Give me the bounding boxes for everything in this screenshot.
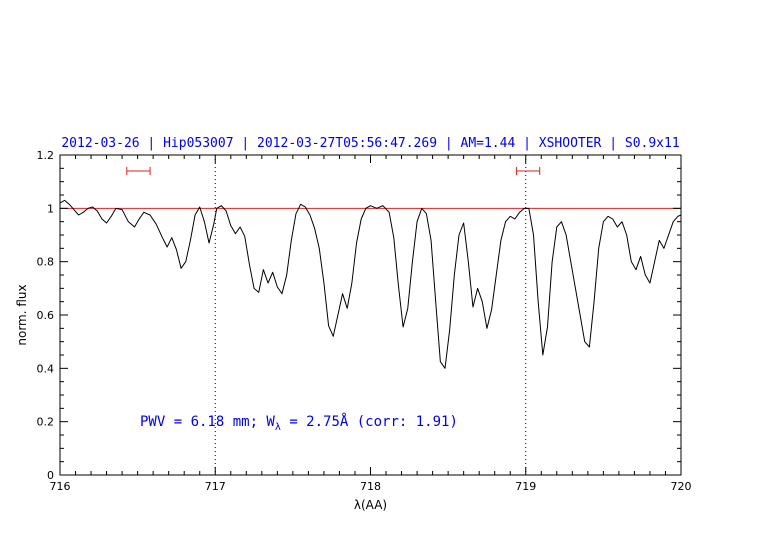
lambda-subscript: λ — [274, 421, 281, 433]
x-axis-label: λ(AA) — [353, 498, 388, 512]
x-tick-label: 720 — [671, 480, 692, 493]
y-tick-label: 0.6 — [37, 309, 55, 322]
y-tick-label: 1.2 — [37, 149, 55, 162]
y-tick-label: 0 — [47, 469, 54, 482]
x-tick-label: 717 — [205, 480, 226, 493]
pwv-annotation: PWV = 6.18 mm; Wλ = 2.75Å (corr: 1.91) — [140, 414, 458, 433]
y-tick-label: 0.2 — [37, 416, 55, 429]
plot-title: 2012-03-26 | Hip053007 | 2012-03-27T05:5… — [61, 136, 680, 151]
y-tick-label: 0.4 — [37, 362, 55, 375]
x-tick-label: 718 — [360, 480, 381, 493]
y-tick-label: 1 — [47, 202, 54, 215]
pwv-annotation-value: = 2.75Å (corr: 1.91) — [280, 414, 458, 430]
pwv-annotation-text: PWV = 6.18 mm; W — [140, 414, 275, 430]
spectrum-line — [59, 199, 682, 369]
y-axis-label: norm. flux — [15, 284, 29, 346]
x-tick-label: 719 — [515, 480, 536, 493]
y-tick-label: 0.8 — [37, 256, 55, 269]
x-tick-label: 716 — [50, 480, 71, 493]
